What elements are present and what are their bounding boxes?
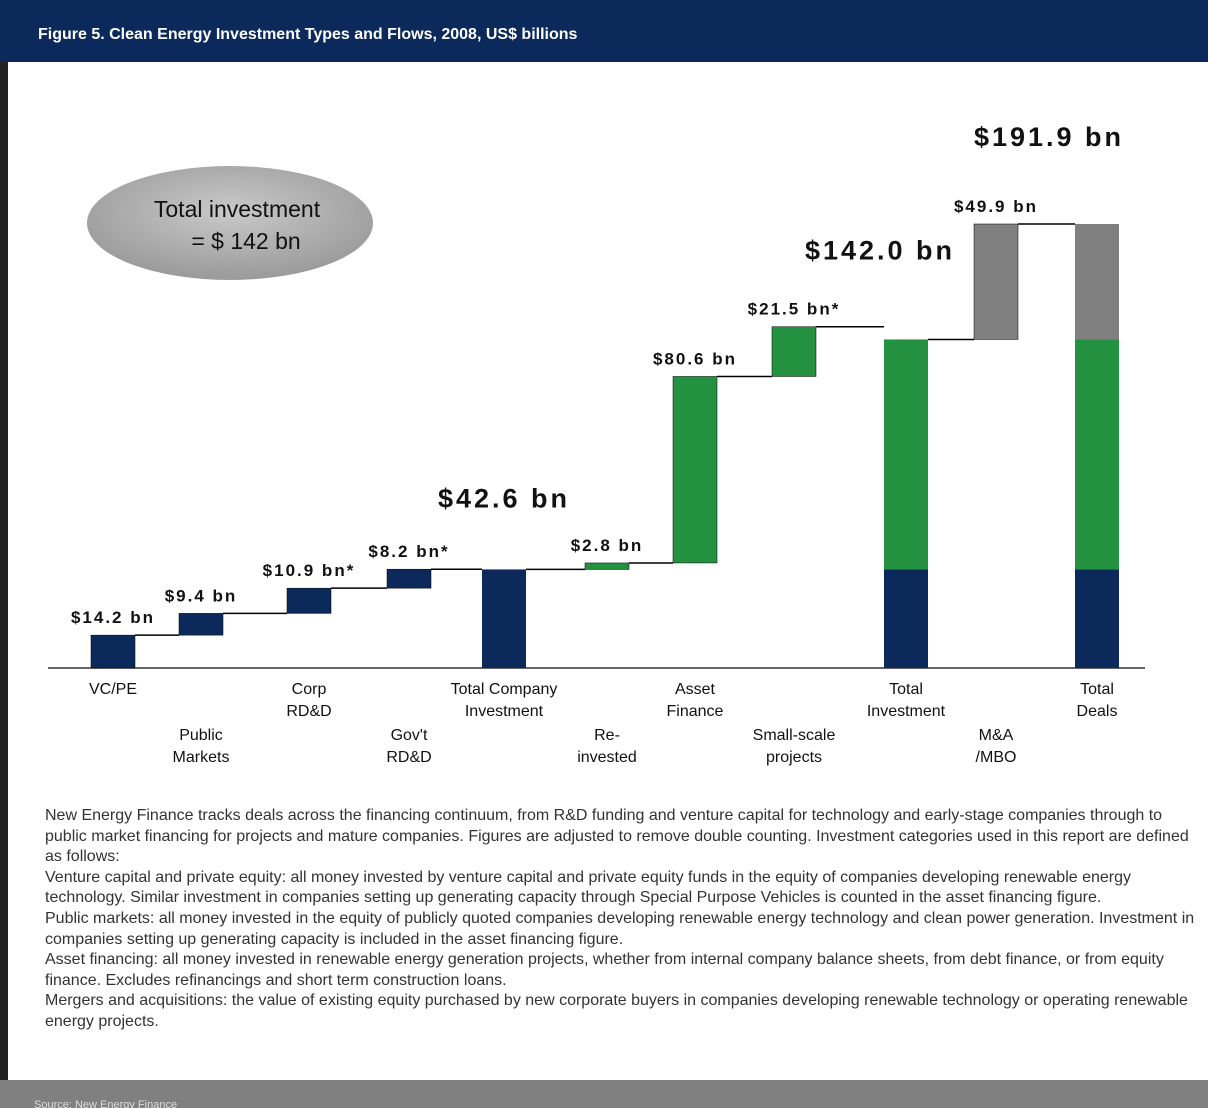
value-label: $2.8 bn	[571, 536, 644, 555]
category-label: Markets	[173, 749, 230, 766]
value-label: $49.9 bn	[954, 197, 1038, 216]
category-label: invested	[577, 749, 637, 766]
value-label: $9.4 bn	[165, 586, 238, 605]
category-label: Asset	[675, 681, 716, 698]
description: New Energy Finance tracks deals across t…	[45, 806, 1195, 1033]
value-label: $142.0 bn	[805, 235, 955, 265]
category-label: Total Company	[451, 681, 558, 698]
category-label: RD&D	[286, 703, 331, 720]
category-label: VC/PE	[89, 681, 137, 698]
category-label: Total	[889, 681, 923, 698]
description-paragraph: Asset financing: all money invested in r…	[45, 951, 1164, 989]
callout-text: = $ 142 bn	[191, 228, 300, 254]
description-paragraph: New Energy Finance tracks deals across t…	[45, 807, 1189, 866]
description-paragraph: Venture capital and private equity: all …	[45, 868, 1132, 907]
value-label: $8.2 bn*	[368, 542, 449, 561]
header-title: Figure 5. Clean Energy Investment Types …	[0, 0, 1208, 62]
category-label: Corp	[292, 681, 327, 698]
category-label: M&A	[979, 727, 1014, 744]
category-label: Finance	[667, 703, 724, 720]
bar	[286, 587, 332, 614]
bar-segment	[1075, 339, 1119, 570]
category-label: Gov't	[391, 727, 428, 744]
category-label: Public	[179, 727, 223, 744]
value-label: $42.6 bn	[438, 483, 570, 513]
callout-ellipse	[87, 166, 373, 280]
description-paragraph: Mergers and acquisitions: the value of e…	[45, 992, 1188, 1030]
chart: Total investment = $ 142 bn $14.2 bn VC/P…	[48, 122, 1145, 766]
category-label: Small-scale	[753, 727, 836, 744]
callout-text: Total investment	[154, 196, 321, 222]
bar	[386, 568, 432, 589]
value-label: $80.6 bn	[653, 349, 737, 368]
value-label: $191.9 bn	[974, 122, 1124, 152]
description-paragraph: Public markets: all money invested in th…	[45, 909, 1195, 948]
category-label: Re-	[594, 727, 620, 744]
category-label: projects	[766, 749, 822, 766]
bar	[672, 376, 718, 564]
value-label: $14.2 bn	[71, 608, 155, 627]
bar	[90, 634, 136, 669]
bar-segment	[1075, 224, 1119, 340]
bar	[178, 613, 224, 636]
category-label: Investment	[867, 703, 946, 720]
bar	[973, 223, 1019, 340]
source: Source: New Energy Finance	[0, 1080, 1208, 1108]
bar-segment	[884, 569, 928, 668]
category-label: Investment	[465, 703, 544, 720]
frame	[0, 62, 8, 1080]
bar-segment	[482, 569, 526, 668]
bar	[771, 326, 817, 377]
bar-segment	[884, 339, 928, 570]
category-label: Deals	[1077, 703, 1118, 720]
bar	[584, 562, 630, 570]
value-label: $10.9 bn*	[263, 561, 356, 580]
category-label: /MBO	[976, 749, 1017, 766]
bar-segment	[1075, 569, 1119, 668]
category-label: Total	[1080, 681, 1114, 698]
category-label: RD&D	[386, 749, 431, 766]
value-label: $21.5 bn*	[748, 300, 841, 319]
